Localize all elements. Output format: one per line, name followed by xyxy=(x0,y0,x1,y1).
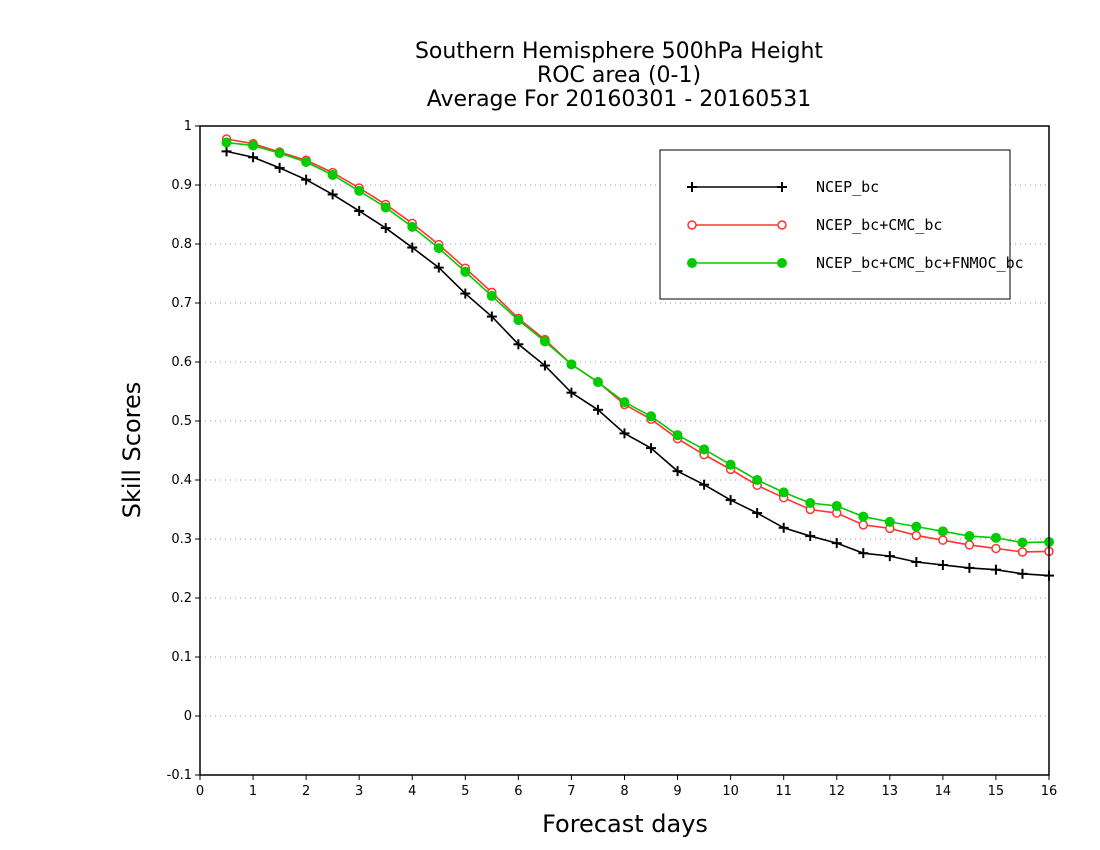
filled-circle-marker xyxy=(1017,537,1028,548)
filled-circle-marker xyxy=(380,202,391,213)
plot-frame xyxy=(199,125,1050,776)
y-tick-label: 0.6 xyxy=(171,355,192,370)
series-0 xyxy=(221,146,1054,581)
title-line: Average For 20160301 - 20160531 xyxy=(427,87,812,112)
filled-circle-marker xyxy=(672,430,683,441)
x-tick-label: 12 xyxy=(828,784,845,799)
legend-label: NCEP_bc+CMC_bc+FNMOC_bc xyxy=(816,254,1024,272)
series xyxy=(221,134,1054,581)
x-tick-label: 13 xyxy=(882,784,899,799)
y-tick-label: 0 xyxy=(184,709,192,724)
legend-item: NCEP_bc xyxy=(687,178,879,196)
filled-circle-marker xyxy=(725,459,736,470)
legend-item: NCEP_bc+CMC_bc+FNMOC_bc xyxy=(687,254,1024,272)
y-tick-label: 0.7 xyxy=(171,296,192,311)
x-axis-label: Forecast days xyxy=(542,810,708,838)
filled-circle-marker xyxy=(937,526,948,537)
x-tick-label: 1 xyxy=(249,784,257,799)
y-tick-label: 0.2 xyxy=(171,591,192,606)
filled-circle-marker xyxy=(964,531,975,542)
y-tick-label: 0.3 xyxy=(171,532,192,547)
x-tick-label: 10 xyxy=(722,784,739,799)
filled-circle-marker xyxy=(858,511,869,522)
x-tick-label: 15 xyxy=(988,784,1005,799)
open-circle-marker xyxy=(1017,547,1028,557)
filled-circle-marker xyxy=(752,475,763,485)
filled-circle-marker xyxy=(539,336,550,347)
filled-circle-marker xyxy=(566,359,577,370)
filled-circle-marker xyxy=(699,444,710,455)
title-line: Southern Hemisphere 500hPa Height xyxy=(415,39,823,64)
filled-circle-marker xyxy=(301,156,312,167)
x-tick-label: 8 xyxy=(620,784,628,799)
y-axis-label: Skill Scores xyxy=(118,382,146,519)
x-tick-label: 7 xyxy=(567,784,575,799)
filled-circle-marker xyxy=(513,315,524,326)
filled-circle-marker xyxy=(460,266,471,277)
filled-circle-marker xyxy=(777,258,787,268)
series-2 xyxy=(221,137,1054,548)
x-tick-label: 5 xyxy=(461,784,469,799)
legend-item: NCEP_bc+CMC_bc xyxy=(687,216,942,234)
filled-circle-marker xyxy=(486,290,497,301)
title-line: ROC area (0-1) xyxy=(537,63,701,88)
filled-circle-marker xyxy=(327,169,338,180)
filled-circle-marker xyxy=(619,397,630,408)
y-axis-ticks: -0.1 0 0.1 0.2 0.3 0.4 0.5 0.6 0.7 0.8 0.9 1 xyxy=(167,119,200,783)
open-circle-marker xyxy=(858,520,869,530)
x-tick-label: 0 xyxy=(196,784,204,799)
filled-circle-marker xyxy=(221,137,232,148)
filled-circle-marker xyxy=(354,185,365,196)
filled-circle-marker xyxy=(646,411,657,422)
y-tick-label: 0.4 xyxy=(171,473,192,488)
x-tick-label: 16 xyxy=(1041,784,1058,799)
open-circle-marker xyxy=(938,535,948,545)
y-tick-label: 0.1 xyxy=(171,650,192,665)
x-tick-label: 3 xyxy=(355,784,363,799)
x-tick-label: 14 xyxy=(935,784,952,799)
open-circle-marker xyxy=(991,543,1001,554)
filled-circle-marker xyxy=(274,148,285,159)
y-tick-label: 0.5 xyxy=(171,414,192,429)
y-tick-label: -0.1 xyxy=(167,768,192,783)
filled-circle-marker xyxy=(831,500,842,511)
open-circle-marker xyxy=(687,220,697,230)
y-tick-label: 0.8 xyxy=(171,237,192,252)
filled-circle-marker xyxy=(248,140,259,151)
filled-circle-marker xyxy=(778,487,789,498)
open-circle-marker xyxy=(777,220,787,230)
x-tick-label: 4 xyxy=(408,784,416,799)
filled-circle-marker xyxy=(687,258,697,268)
filled-circle-marker xyxy=(990,532,1001,543)
y-tick-label: 1 xyxy=(184,119,192,134)
legend-label: NCEP_bc xyxy=(816,178,879,196)
x-tick-label: 2 xyxy=(302,784,310,799)
legend-label: NCEP_bc+CMC_bc xyxy=(816,216,942,234)
x-tick-label: 11 xyxy=(775,784,792,799)
x-axis-ticks: 0 1 2 3 4 5 6 7 8 9 10 11 12 13 14 15 16 xyxy=(196,775,1057,799)
filled-circle-marker xyxy=(805,498,816,509)
open-circle-marker xyxy=(911,530,922,541)
filled-circle-marker xyxy=(884,516,895,527)
x-tick-label: 6 xyxy=(514,784,522,799)
x-tick-label: 9 xyxy=(673,784,681,799)
filled-circle-marker xyxy=(592,377,603,388)
filled-circle-marker xyxy=(407,221,418,232)
open-circle-marker xyxy=(964,540,975,550)
y-tick-label: 0.9 xyxy=(171,178,192,193)
legend: NCEP_bc NCEP_bc+CMC_bc NCEP_bc+CMC_bc+FNMO… xyxy=(659,149,1024,300)
filled-circle-marker xyxy=(911,521,922,532)
filled-circle-marker xyxy=(433,243,444,254)
